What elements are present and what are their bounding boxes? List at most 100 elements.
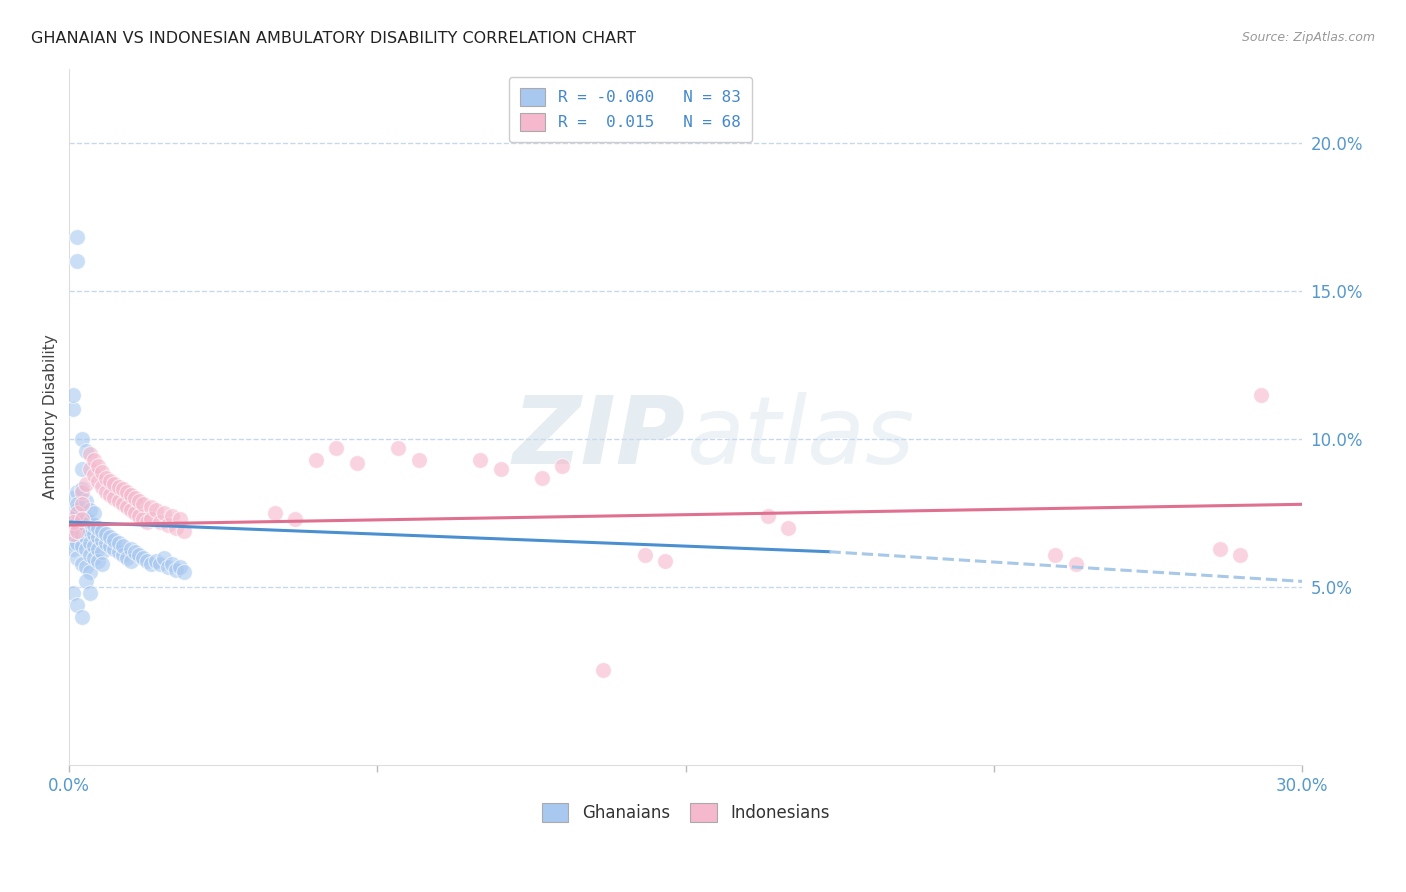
Point: [1064, 557, 1087, 571]
Point: [132, 512, 155, 526]
Point: [124, 506, 146, 520]
Point: [107, 545, 129, 559]
Point: [120, 541, 142, 556]
Point: [152, 550, 174, 565]
Point: [62, 541, 84, 556]
Point: [156, 518, 179, 533]
Point: [79, 548, 101, 562]
Point: [305, 453, 328, 467]
Point: [62, 515, 84, 529]
Point: [70, 610, 93, 624]
Point: [91, 524, 114, 538]
Point: [128, 494, 150, 508]
Point: [149, 515, 172, 529]
Point: [75, 512, 97, 526]
Point: [79, 566, 101, 580]
Point: [66, 524, 89, 538]
Point: [107, 536, 129, 550]
Point: [96, 485, 118, 500]
Point: [87, 521, 110, 535]
Point: [325, 441, 347, 455]
Point: [83, 518, 105, 533]
Point: [62, 402, 84, 417]
Point: [145, 503, 167, 517]
Point: [66, 230, 89, 244]
Point: [96, 470, 118, 484]
Point: [152, 506, 174, 520]
Point: [654, 554, 676, 568]
Point: [83, 453, 105, 467]
Point: [70, 483, 93, 497]
Point: [66, 536, 89, 550]
Point: [120, 488, 142, 502]
Point: [75, 476, 97, 491]
Point: [70, 461, 93, 475]
Point: [66, 515, 89, 529]
Point: [165, 562, 187, 576]
Point: [87, 554, 110, 568]
Point: [149, 557, 172, 571]
Point: [91, 465, 114, 479]
Point: [132, 550, 155, 565]
Point: [156, 559, 179, 574]
Point: [75, 494, 97, 508]
Point: [111, 548, 134, 562]
Point: [83, 467, 105, 482]
Point: [62, 521, 84, 535]
Point: [115, 500, 138, 515]
Point: [83, 539, 105, 553]
Point: [141, 512, 163, 526]
Point: [91, 545, 114, 559]
Point: [387, 441, 409, 455]
Point: [128, 548, 150, 562]
Point: [778, 521, 800, 535]
Point: [87, 530, 110, 544]
Point: [75, 541, 97, 556]
Point: [530, 470, 553, 484]
Point: [98, 474, 121, 488]
Point: [145, 554, 167, 568]
Point: [136, 554, 159, 568]
Point: [83, 506, 105, 520]
Point: [87, 541, 110, 556]
Point: [132, 497, 155, 511]
Point: [75, 521, 97, 535]
Point: [79, 503, 101, 517]
Point: [160, 557, 183, 571]
Point: [70, 509, 93, 524]
Point: [70, 512, 93, 526]
Point: [87, 458, 110, 473]
Point: [79, 515, 101, 529]
Point: [62, 586, 84, 600]
Point: [87, 474, 110, 488]
Point: [136, 515, 159, 529]
Point: [169, 559, 191, 574]
Point: [75, 559, 97, 574]
Point: [346, 456, 368, 470]
Point: [83, 527, 105, 541]
Point: [62, 536, 84, 550]
Point: [173, 566, 195, 580]
Point: [70, 485, 93, 500]
Point: [592, 663, 614, 677]
Point: [120, 554, 142, 568]
Point: [98, 530, 121, 544]
Point: [103, 476, 125, 491]
Point: [103, 541, 125, 556]
Point: [111, 539, 134, 553]
Point: [111, 497, 134, 511]
Point: [141, 500, 163, 515]
Text: GHANAIAN VS INDONESIAN AMBULATORY DISABILITY CORRELATION CHART: GHANAIAN VS INDONESIAN AMBULATORY DISABI…: [31, 31, 636, 46]
Point: [66, 524, 89, 538]
Point: [79, 461, 101, 475]
Point: [70, 497, 93, 511]
Point: [165, 521, 187, 535]
Point: [1229, 548, 1251, 562]
Point: [62, 387, 84, 401]
Point: [91, 557, 114, 571]
Text: atlas: atlas: [686, 392, 914, 483]
Point: [75, 574, 97, 589]
Point: [62, 506, 84, 520]
Point: [79, 524, 101, 538]
Point: [1209, 541, 1232, 556]
